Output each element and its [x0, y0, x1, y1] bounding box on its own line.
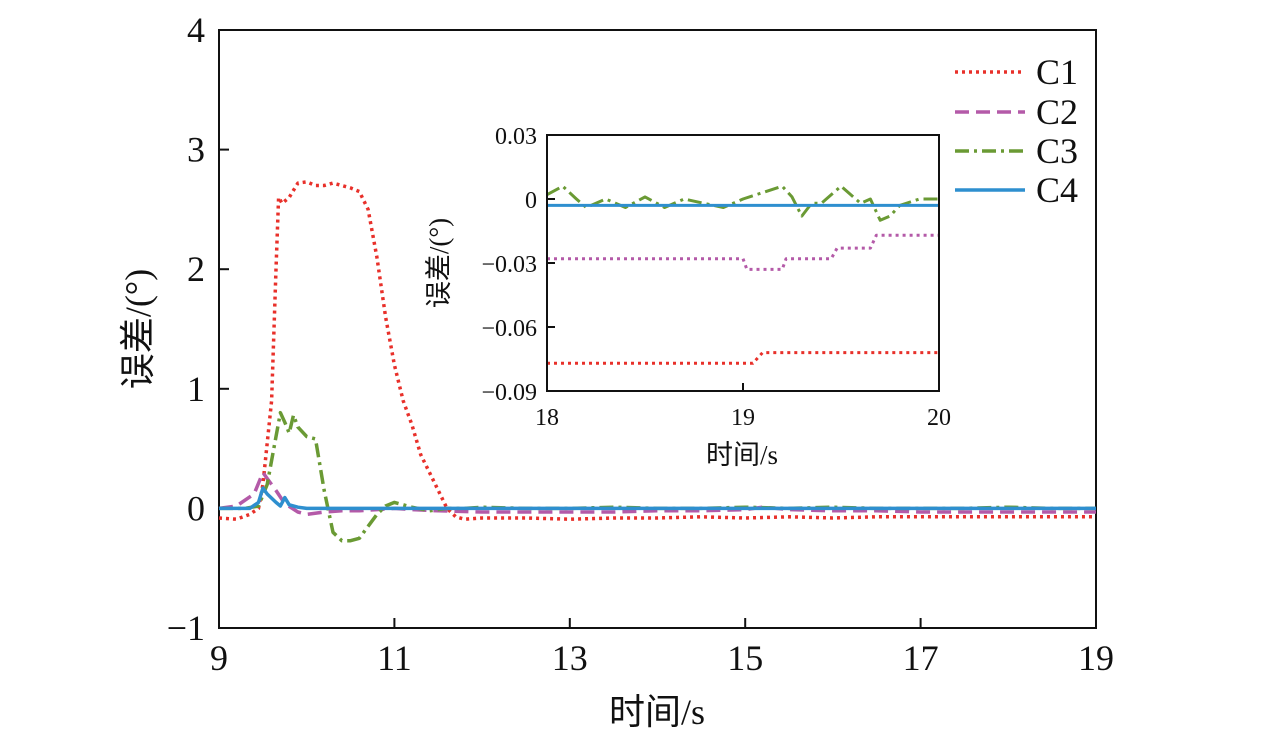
main-x-tick-label: 15: [727, 638, 763, 678]
inset-series-c3-line: [546, 184, 939, 222]
legend-label-c4: C4: [1036, 170, 1078, 210]
legend-item-c4: C4: [955, 170, 1078, 210]
inset-x-tick-label: 20: [927, 405, 951, 431]
inset-series-c2-line: [547, 233, 939, 271]
inset-y-tick-label: −0.09: [481, 380, 537, 406]
main-y-tick-label: 4: [187, 10, 205, 50]
legend-item-c3: C3: [955, 131, 1078, 171]
legend-label-c2: C2: [1036, 92, 1078, 132]
main-series-c3-line: [219, 410, 1096, 543]
main-series-c2-line: [218, 470, 1096, 517]
main-ticks: 9 11 13 15 17 19 −1 0 1 2 3 4: [167, 10, 1114, 678]
inset-ticks: 18 19 20 −0.09 −0.06 −0.03 0 0.03: [481, 124, 951, 431]
inset-background: [547, 135, 939, 391]
main-x-tick-label: 17: [903, 638, 939, 678]
inset-x-tick-label: 19: [731, 405, 755, 431]
inset-series-c1-line: [547, 351, 939, 365]
legend-item-c1: C1: [955, 52, 1078, 92]
main-series-c1-line: [218, 180, 1096, 521]
main-y-tick-label: 3: [187, 130, 205, 170]
main-plot-frame: [218, 29, 1097, 629]
legend-item-c2: C2: [955, 92, 1078, 132]
inset-x-axis-label: 时间/s: [706, 440, 778, 470]
main-y-tick-label: −1: [167, 608, 205, 648]
main-x-tick-label: 9: [210, 638, 228, 678]
legend: C1 C2 C3 C4: [955, 52, 1078, 210]
legend-label-c3: C3: [1036, 131, 1078, 171]
main-x-tick-label: 11: [377, 638, 412, 678]
inset-series: [546, 184, 939, 365]
inset-y-tick-label: 0: [525, 188, 537, 214]
inset-x-tick-label: 18: [535, 405, 559, 431]
main-x-tick-label: 19: [1078, 638, 1114, 678]
inset-y-axis-label: 误差/(°): [424, 218, 454, 308]
inset-y-tick-label: 0.03: [495, 124, 537, 150]
main-x-axis-label: 时间/s: [609, 692, 705, 732]
main-series-c4-line: [219, 486, 1096, 511]
main-y-tick-label: 1: [187, 369, 205, 409]
main-x-tick-label: 13: [552, 638, 588, 678]
legend-label-c1: C1: [1036, 52, 1078, 92]
main-y-tick-label: 0: [187, 488, 205, 528]
main-y-tick-label: 2: [187, 249, 205, 289]
main-series: [218, 180, 1096, 543]
inset-y-tick-label: −0.06: [481, 316, 537, 342]
main-y-axis-label: 误差/(°): [118, 269, 158, 389]
inset-y-tick-label: −0.03: [481, 252, 537, 278]
